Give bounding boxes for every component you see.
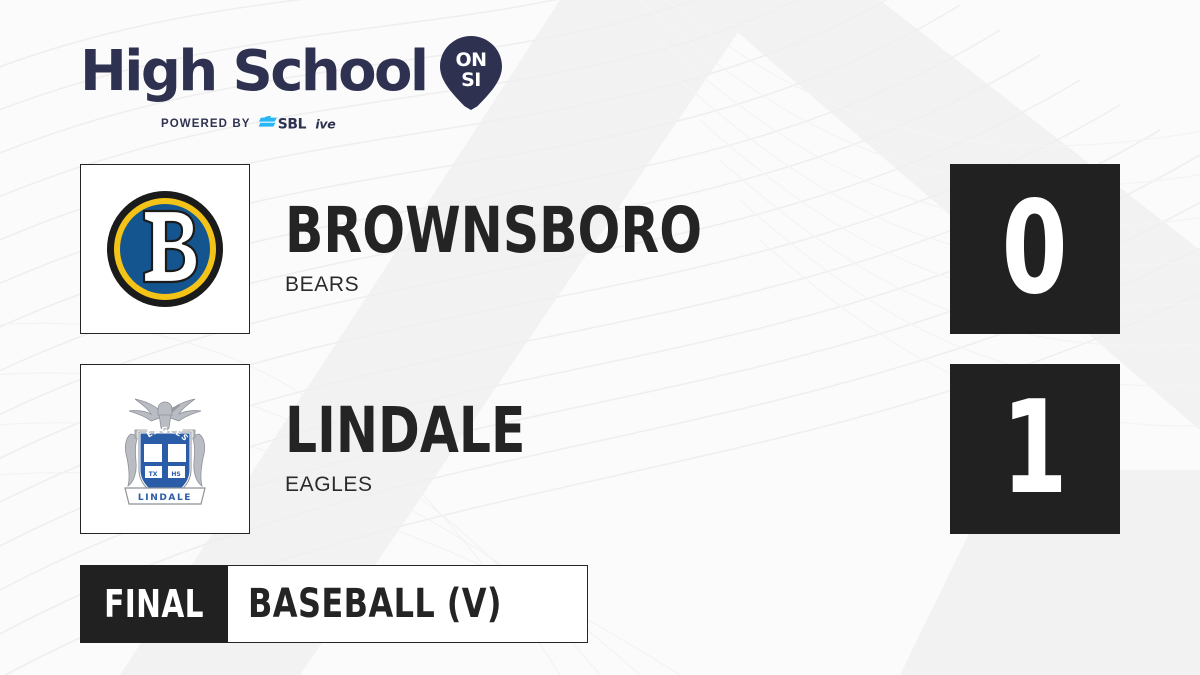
status-bar: FINAL BASEBALL (V) <box>80 565 589 643</box>
team-mascot: EAGLES <box>285 473 373 496</box>
lindale-eagles-crest-icon: TX HS EAGLES LINDALE <box>124 398 206 505</box>
sblive-logo: SBL ive <box>258 115 336 132</box>
brownsboro-bears-logo-icon <box>107 191 223 307</box>
svg-text:SBL: SBL <box>277 117 306 132</box>
game-status-label: FINAL <box>104 582 204 626</box>
sport-label: BASEBALL (V) <box>248 581 502 627</box>
on-si-pin-icon: ON SI <box>440 36 503 110</box>
sport-label-panel: BASEBALL (V) <box>228 565 589 643</box>
svg-text:SI: SI <box>462 69 482 91</box>
brand-lockup: High School ON SI POWERED BY SBL ive <box>80 34 503 132</box>
svg-text:TX: TX <box>149 471 158 478</box>
svg-text:HS: HS <box>171 471 180 478</box>
team-logo-tile: TX HS EAGLES LINDALE <box>80 364 250 534</box>
powered-by-label: POWERED BY <box>160 117 251 130</box>
team-text-block: LINDALE EAGLES <box>285 364 905 534</box>
team-name: BROWNSBORO <box>285 194 703 267</box>
brand-title: High School <box>80 39 429 104</box>
team-score: 0 <box>1002 174 1068 323</box>
svg-text:ive: ive <box>315 117 336 132</box>
brand-title-row: High School ON SI <box>80 34 503 110</box>
team-score: 1 <box>1002 374 1068 523</box>
team-logo-tile <box>80 164 250 334</box>
game-status-badge: FINAL <box>80 565 228 643</box>
powered-by-row: POWERED BY SBL ive <box>80 115 502 132</box>
team-text-block: BROWNSBORO BEARS <box>285 164 905 334</box>
team-name: LINDALE <box>285 394 526 467</box>
svg-text:LINDALE: LINDALE <box>138 493 192 503</box>
team-mascot: BEARS <box>285 273 360 296</box>
svg-text:ON: ON <box>456 49 487 71</box>
team-score-box: 1 <box>950 364 1120 534</box>
team-score-box: 0 <box>950 164 1120 334</box>
